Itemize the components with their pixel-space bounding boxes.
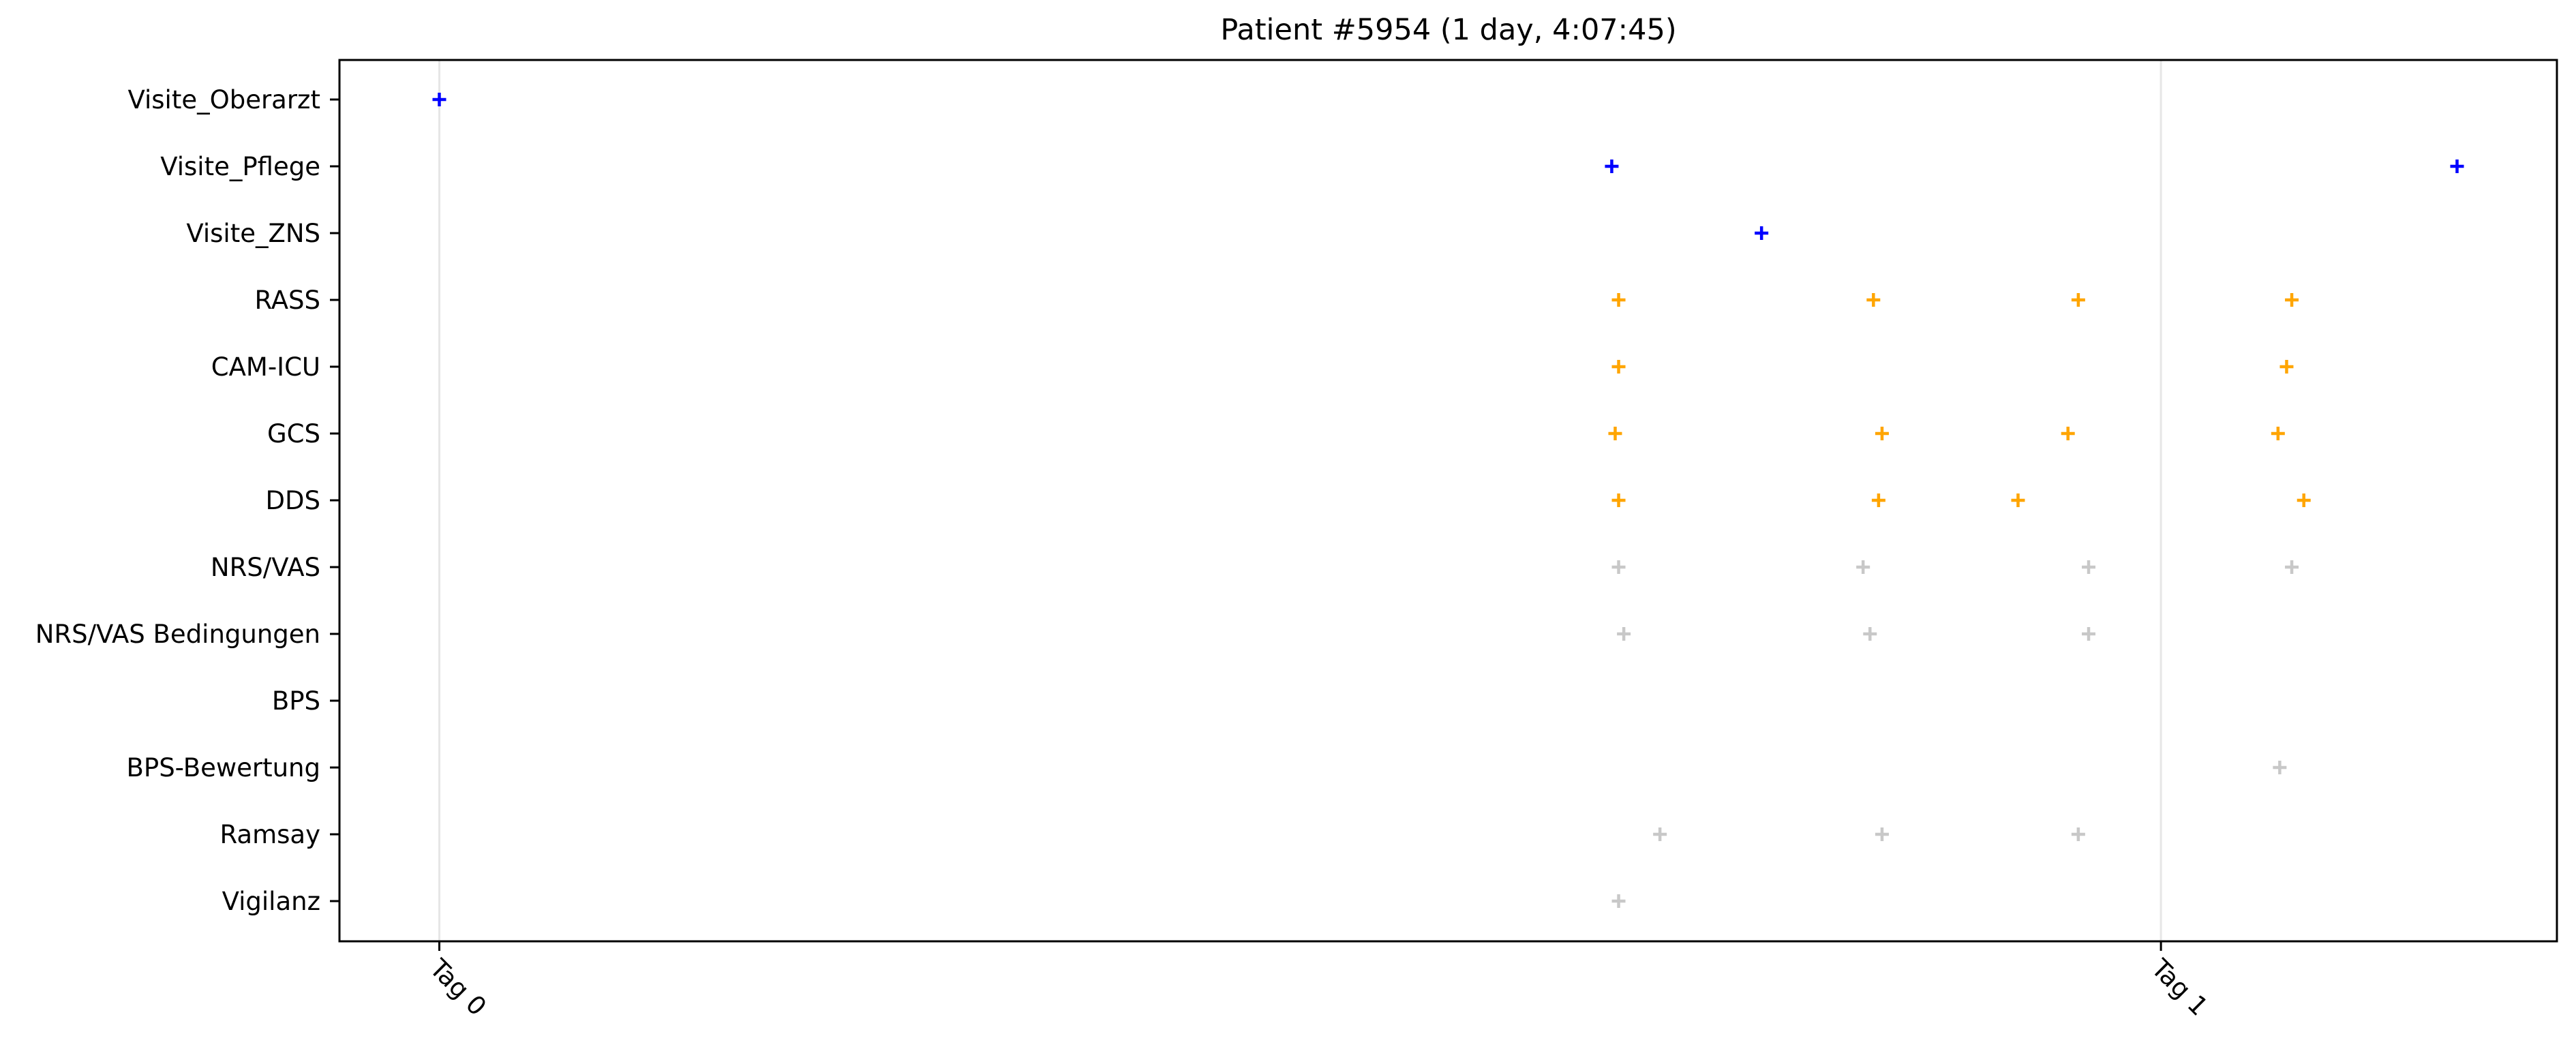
data-point	[1863, 627, 1877, 641]
data-point	[1866, 293, 1881, 307]
x-tick-label: Tag 0	[423, 953, 491, 1021]
data-point	[1611, 894, 1626, 908]
data-point	[2061, 427, 2075, 440]
data-point	[1755, 226, 1769, 240]
y-tick-label: Visite_ZNS	[186, 219, 320, 248]
data-point	[2285, 293, 2299, 307]
data-point	[2011, 493, 2025, 507]
data-point	[1856, 560, 1870, 574]
chart-title: Patient #5954 (1 day, 4:07:45)	[1220, 13, 1676, 47]
data-point	[1605, 159, 1619, 173]
data-point	[2450, 159, 2464, 173]
y-tick-label: Visite_Pflege	[160, 152, 320, 181]
data-point	[1611, 493, 1626, 507]
y-tick-label: CAM-ICU	[211, 352, 320, 382]
data-point	[432, 93, 446, 106]
y-tick-label: Vigilanz	[222, 887, 320, 916]
data-point	[1611, 560, 1626, 574]
data-point	[1871, 493, 1885, 507]
data-point	[1611, 360, 1626, 374]
y-tick-label: RASS	[255, 286, 321, 315]
y-tick-label: GCS	[267, 419, 320, 449]
y-tick-label: BPS	[272, 686, 320, 716]
y-tick-label: Visite_Oberarzt	[127, 85, 320, 115]
y-tick-label: NRS/VAS Bedingungen	[35, 620, 320, 649]
data-point	[2082, 560, 2096, 574]
x-tick-label: Tag 1	[2145, 953, 2213, 1021]
data-point	[2279, 360, 2294, 374]
data-point	[1608, 427, 1622, 440]
data-point	[2082, 627, 2096, 641]
y-tick-label: DDS	[266, 486, 320, 515]
y-axis: Visite_Oberarzt Visite_Pflege Visite_ZNS RA…	[35, 85, 339, 916]
data-point	[2285, 560, 2299, 574]
data-point	[1653, 827, 1667, 841]
data-point	[1875, 427, 1889, 440]
y-tick-label: BPS-Bewertung	[127, 753, 321, 782]
data-points	[432, 93, 2464, 908]
data-point	[1875, 827, 1889, 841]
data-point	[2271, 427, 2285, 440]
x-axis: Tag 0 Tag 1	[423, 941, 2213, 1022]
data-point	[1617, 627, 1631, 641]
data-point	[2273, 761, 2287, 774]
data-point	[1611, 293, 1626, 307]
data-point	[2071, 293, 2085, 307]
gridlines	[438, 60, 2162, 941]
data-point	[2297, 493, 2311, 507]
y-tick-label: NRS/VAS	[211, 553, 320, 582]
plot-area-frame	[338, 59, 2558, 943]
data-point	[2071, 827, 2085, 841]
y-tick-label: Ramsay	[220, 820, 320, 849]
